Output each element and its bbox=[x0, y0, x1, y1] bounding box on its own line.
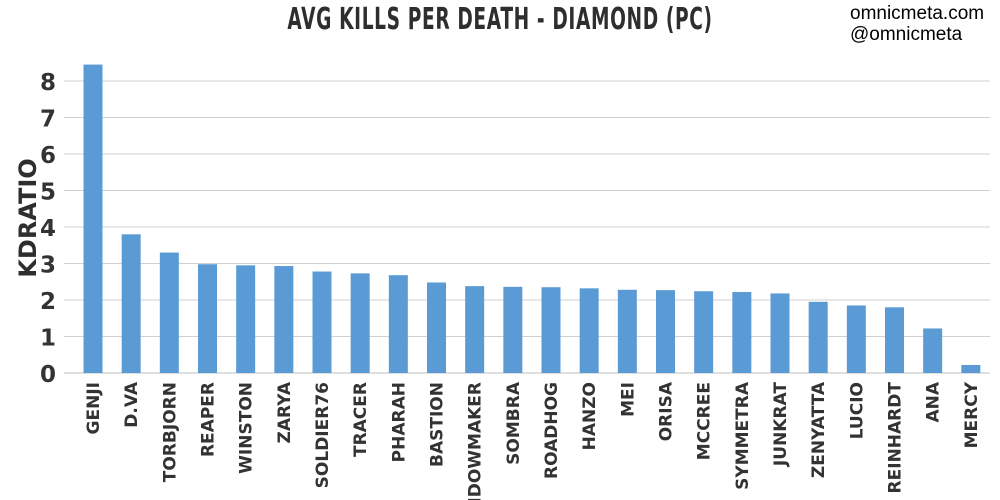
y-tick-label: 4 bbox=[40, 216, 56, 242]
y-tick-label: 1 bbox=[40, 326, 56, 352]
chart-title: AVG KILLS PER DEATH - DIAMOND (PC) bbox=[287, 2, 713, 37]
x-tick-label: ZARYA bbox=[275, 381, 295, 443]
x-tick-label: MEI bbox=[618, 382, 638, 417]
bar-genji bbox=[83, 64, 103, 373]
bar-widowmaker bbox=[465, 286, 485, 373]
x-tick-label: WIDOWMAKER bbox=[466, 382, 486, 500]
x-tick-label: ZENYATTA bbox=[809, 381, 829, 478]
y-axis-ticks: 0 1 2 3 4 5 6 7 8 bbox=[40, 70, 56, 388]
y-tick-label: 2 bbox=[40, 289, 56, 315]
bars bbox=[83, 64, 981, 373]
x-axis-labels: GENJI D.VA TORBJORN REAPER WINSTON ZARYA SOLDI… bbox=[84, 381, 982, 500]
bar-bastion bbox=[427, 282, 446, 373]
bar-zenyatta bbox=[808, 301, 828, 373]
x-tick-label: D.VA bbox=[122, 381, 142, 428]
bar-hanzo bbox=[579, 288, 599, 373]
x-tick-label: SOLDIER76 bbox=[313, 382, 333, 488]
x-tick-label: REINHARDT bbox=[886, 382, 906, 494]
bar-d-va bbox=[121, 234, 141, 373]
bar-tracer bbox=[350, 273, 370, 373]
y-tick-label: 0 bbox=[40, 362, 56, 388]
x-tick-label: SOMBRA bbox=[504, 381, 524, 465]
bar-symmetra bbox=[732, 291, 752, 373]
bar-reinhardt bbox=[885, 307, 904, 373]
y-tick-label: 8 bbox=[40, 70, 56, 96]
bar-winston bbox=[236, 265, 256, 373]
x-tick-label: REAPER bbox=[199, 382, 219, 457]
bar-soldier76 bbox=[312, 271, 332, 373]
x-tick-label: TORBJORN bbox=[160, 382, 180, 482]
x-tick-label: TRACER bbox=[351, 382, 371, 457]
y-tick-label: 5 bbox=[40, 180, 56, 206]
x-tick-label: JUNKRAT bbox=[771, 382, 791, 467]
y-tick-label: 7 bbox=[40, 107, 56, 133]
bar-ana bbox=[923, 328, 943, 373]
x-tick-label: MCCREE bbox=[695, 382, 715, 460]
bar-lucio bbox=[846, 305, 866, 373]
bar-mccree bbox=[694, 291, 714, 373]
bar-mercy bbox=[961, 364, 981, 373]
x-tick-label: ORISA bbox=[657, 381, 677, 441]
bar-roadhog bbox=[541, 287, 561, 373]
x-tick-label: MERCY bbox=[962, 381, 982, 448]
bar-junkrat bbox=[770, 293, 790, 373]
x-tick-label: PHARAH bbox=[389, 382, 409, 462]
gridlines bbox=[64, 80, 990, 374]
bar-torbjorn bbox=[159, 252, 179, 373]
bar-zarya bbox=[274, 266, 294, 373]
bar-orisa bbox=[656, 290, 675, 373]
bar-mei bbox=[617, 289, 637, 373]
x-tick-label: ROADHOG bbox=[542, 382, 562, 479]
x-tick-label: WINSTON bbox=[237, 382, 257, 474]
x-tick-label: SYMMETRA bbox=[733, 381, 753, 490]
x-tick-label: GENJI bbox=[84, 382, 104, 434]
y-axis-title: KDRATIO bbox=[14, 158, 42, 277]
y-tick-label: 6 bbox=[40, 143, 56, 169]
y-tick-label: 3 bbox=[40, 253, 56, 279]
bar-pharah bbox=[388, 275, 408, 373]
bar-reaper bbox=[198, 264, 217, 373]
credit-handle-text: @omnicmeta bbox=[850, 24, 963, 45]
x-tick-label: BASTION bbox=[428, 382, 448, 467]
x-tick-label: LUCIO bbox=[847, 382, 867, 439]
credit-site-text: omnicmeta.com bbox=[850, 3, 985, 24]
x-tick-label: ANA bbox=[924, 381, 944, 422]
x-tick-label: HANZO bbox=[580, 382, 600, 450]
bar-sombra bbox=[503, 286, 523, 373]
